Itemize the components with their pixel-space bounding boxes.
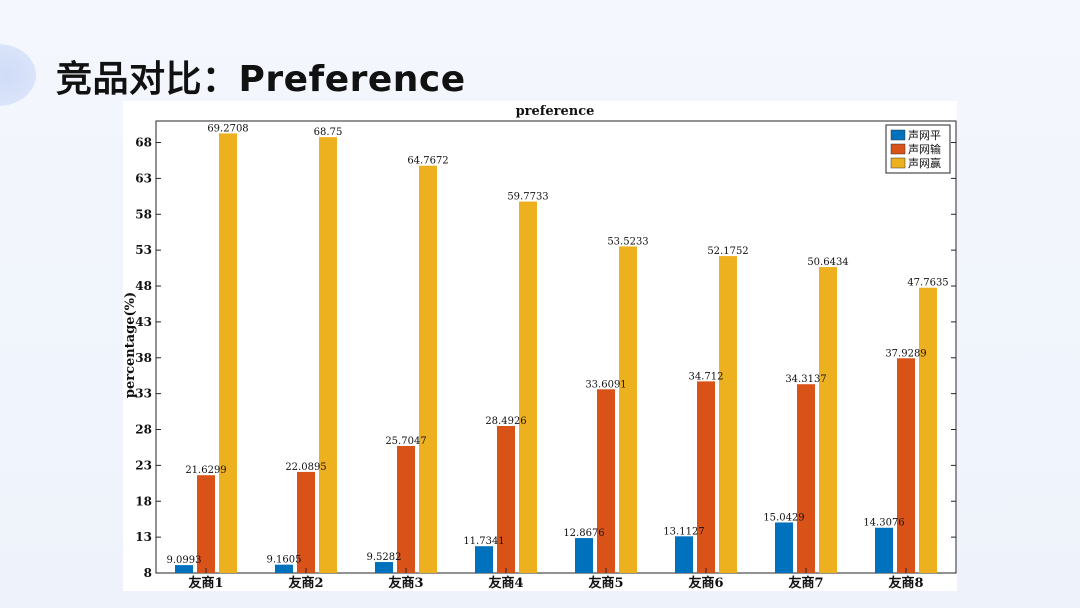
data-label: 22.0895 (285, 462, 326, 473)
data-label: 59.7733 (507, 192, 548, 203)
y-tick-label: 53 (135, 243, 152, 257)
y-tick-label: 28 (135, 423, 152, 437)
plot-frame (155, 120, 957, 574)
bar-1-2 (275, 564, 293, 573)
legend-entry-label: 声网输 (908, 142, 941, 156)
bar-1-3 (375, 562, 393, 573)
data-label: 13.1127 (663, 526, 704, 537)
legend-entry-label: 声网赢 (908, 156, 941, 170)
data-label: 11.7341 (463, 536, 504, 547)
legend-entry-label: 声网平 (908, 128, 941, 142)
data-label: 9.0993 (167, 555, 202, 566)
preference-bar-chart: preference percentage(%) 8 13 18 23 28 33 38 43… (123, 104, 957, 591)
data-label: 25.7047 (385, 436, 426, 447)
bar-1-6 (675, 536, 693, 573)
bar-3-2 (319, 137, 337, 573)
y-tick-label: 38 (135, 351, 152, 365)
ticks-layer: 8 13 18 23 28 33 38 43 48 53 58 63 68 友商1 友商2 友商3 友商4 友商5… (135, 136, 956, 591)
bar-3-6 (719, 256, 737, 573)
data-label: 34.712 (689, 371, 724, 382)
x-tick-label: 友商1 (188, 575, 223, 591)
bar-1-1 (175, 565, 193, 573)
bar-2-2 (297, 471, 315, 573)
y-tick-label: 23 (135, 458, 152, 472)
bar-3-3 (419, 165, 437, 573)
data-label: 9.5282 (367, 552, 402, 563)
legend-swatch (890, 157, 906, 169)
y-tick-label: 48 (135, 279, 152, 293)
data-label: 69.2708 (207, 123, 248, 134)
y-tick-label: 58 (135, 207, 152, 221)
y-tick-label: 68 (135, 136, 152, 150)
bar-3-7 (819, 267, 837, 573)
y-tick-label: 43 (135, 315, 152, 329)
bar-3-5 (619, 246, 637, 574)
data-label: 47.7635 (907, 278, 948, 289)
data-label: 34.3137 (785, 374, 826, 385)
legend-swatch (890, 129, 906, 141)
bar-2-5 (597, 389, 615, 573)
y-tick-label: 63 (135, 171, 152, 185)
x-tick-label: 友商2 (288, 575, 323, 591)
data-label: 15.0429 (763, 512, 804, 523)
bar-2-6 (697, 381, 715, 573)
y-axis-label: percentage(%) (123, 292, 138, 398)
bar-2-7 (797, 384, 815, 573)
x-tick-label: 友商3 (388, 575, 423, 591)
x-tick-label: 友商5 (588, 575, 623, 591)
bar-2-4 (497, 425, 515, 573)
bar-3-8 (919, 287, 937, 573)
data-label: 9.1605 (267, 555, 302, 566)
data-label: 64.7672 (407, 156, 448, 167)
data-label: 33.6091 (585, 379, 626, 390)
chart-title: preference (516, 104, 595, 119)
bar-1-4 (475, 546, 493, 573)
y-tick-label: 8 (144, 566, 152, 580)
data-labels-layer: 9.0993 21.6299 69.2708 9.1605 22.0895 68.75 9.… (167, 123, 949, 566)
x-tick-label: 友商8 (888, 575, 923, 591)
data-label: 68.75 (314, 127, 343, 138)
bar-2-8 (897, 358, 915, 573)
data-label: 53.5233 (607, 236, 648, 247)
data-label: 28.4926 (485, 416, 526, 427)
bar-3-4 (519, 201, 537, 573)
data-label: 37.9289 (885, 348, 926, 359)
y-tick-label: 18 (135, 494, 152, 508)
bar-1-7 (775, 522, 793, 573)
chart-panel: preference percentage(%) 8 13 18 23 28 33 38 43… (123, 101, 957, 591)
x-tick-label: 友商7 (788, 575, 823, 591)
data-label: 21.6299 (185, 465, 226, 476)
bar-2-1 (197, 475, 215, 573)
legend-swatch (890, 143, 906, 155)
bars-layer (175, 133, 937, 574)
x-tick-label: 友商6 (688, 575, 723, 591)
y-tick-label: 33 (135, 387, 152, 401)
bar-3-1 (219, 133, 237, 574)
bar-1-5 (575, 538, 593, 573)
data-label: 14.3076 (863, 518, 904, 529)
bar-2-3 (397, 445, 415, 573)
data-label: 52.1752 (707, 246, 748, 257)
decorative-circle (0, 44, 36, 106)
data-label: 12.8676 (563, 528, 604, 539)
x-tick-label: 友商4 (488, 575, 523, 591)
y-tick-label: 13 (135, 530, 152, 544)
slide-title: 竞品对比：Preference (56, 59, 466, 100)
bar-1-8 (875, 527, 893, 573)
data-label: 50.6434 (807, 257, 848, 268)
